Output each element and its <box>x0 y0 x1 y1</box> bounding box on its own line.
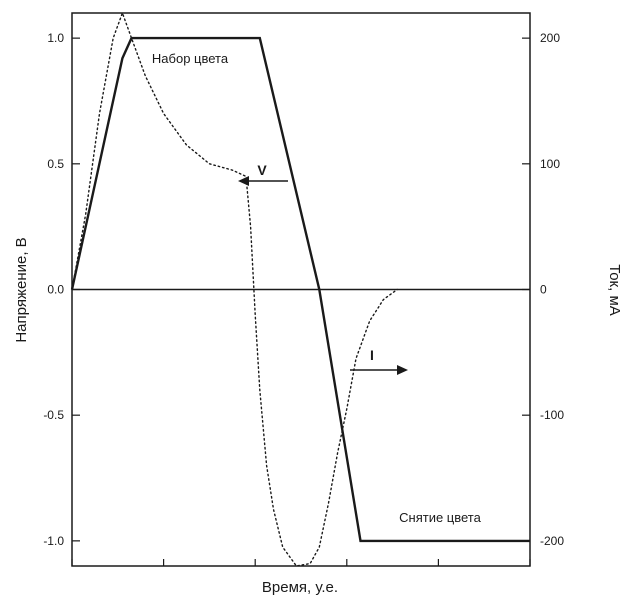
y-left-tick-label: -0.5 <box>43 408 64 422</box>
y-left-tick-label: 1.0 <box>47 31 64 45</box>
y-axis-title-right: Ток, мА <box>606 264 623 316</box>
y-left-tick-label: 0.5 <box>47 157 64 171</box>
annotation-color-remove: Снятие цвета <box>399 510 481 525</box>
x-axis-title: Время, у.е. <box>262 579 338 596</box>
y-right-tick-label: 100 <box>540 157 560 171</box>
series-i-line <box>71 10 398 567</box>
y-right-tick-label: 0 <box>540 283 547 297</box>
y-right-tick-label: 200 <box>540 31 560 45</box>
v-arrow-label: V <box>257 162 267 178</box>
v-arrow-head <box>238 176 249 186</box>
y-right-tick-label: -200 <box>540 534 564 548</box>
y-axis-title-left: Напряжение, В <box>13 237 30 342</box>
i-arrow-annotation: I <box>350 347 408 375</box>
y-left-tick-label: 0.0 <box>47 283 64 297</box>
i-arrow-label: I <box>370 347 374 363</box>
y-left-tick-label: -1.0 <box>43 534 64 548</box>
y-right-tick-label: -100 <box>540 408 564 422</box>
series-v-line <box>70 36 530 543</box>
annotation-color-set: Набор цвета <box>152 51 229 66</box>
v-arrow-annotation: V <box>238 162 288 186</box>
i-arrow-head <box>397 365 408 375</box>
